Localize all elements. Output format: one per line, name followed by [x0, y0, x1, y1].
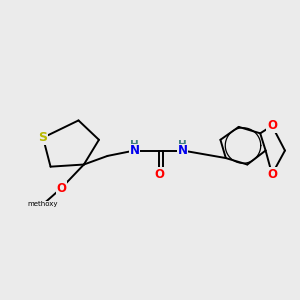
Text: H: H — [130, 140, 139, 150]
Text: O: O — [56, 182, 66, 195]
Text: N: N — [178, 144, 188, 157]
Text: O: O — [267, 168, 277, 181]
Text: H: H — [178, 140, 187, 150]
Text: N: N — [129, 144, 140, 157]
Text: O: O — [267, 119, 277, 132]
Text: O: O — [154, 168, 164, 181]
Text: methoxy: methoxy — [28, 201, 58, 207]
Text: S: S — [38, 131, 47, 144]
